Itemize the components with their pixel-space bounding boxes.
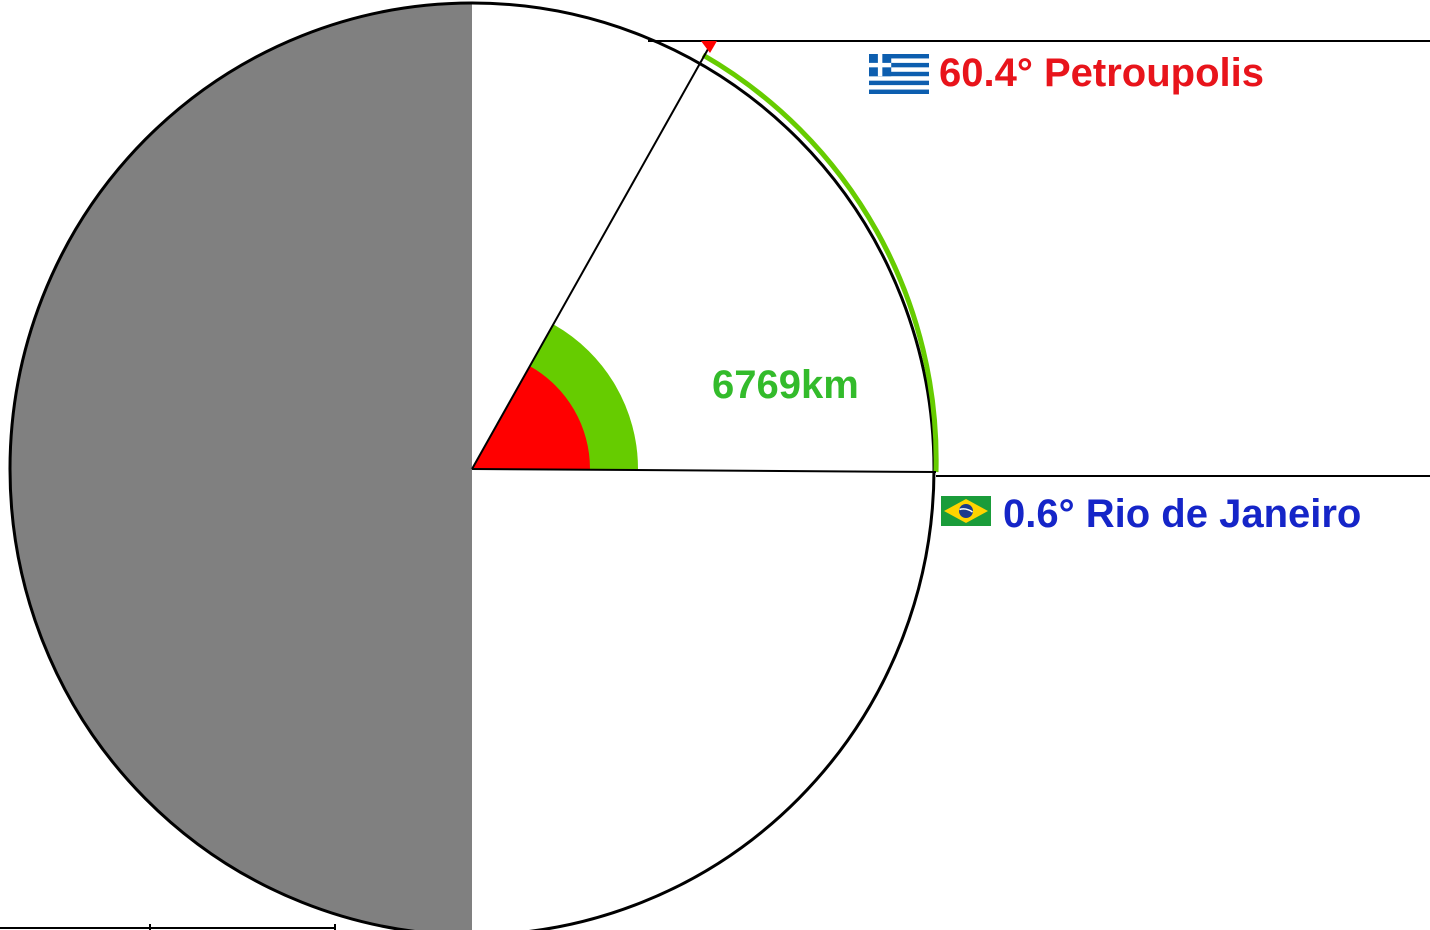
radius-line-upper <box>471 41 713 470</box>
night-side <box>10 3 472 930</box>
greece-flag-icon <box>869 54 929 94</box>
upper-city-label: 60.4° Petroupolis <box>939 53 1264 93</box>
latitude-angle-sector <box>472 366 591 469</box>
lower-city-angle: 0.6° <box>1003 492 1075 536</box>
upper-city-name: Petroupolis <box>1043 51 1265 95</box>
surface-distance-arc <box>701 52 939 473</box>
ray-angle-marker <box>701 41 717 53</box>
upper-city-angle: 60.4° <box>939 51 1033 95</box>
arc-distance-label: 6769km <box>712 363 859 407</box>
radius-line-equator <box>471 468 937 473</box>
lower-city-label: 0.6° Rio de Janeiro <box>1003 494 1361 534</box>
brazil-flag-icon <box>941 496 991 526</box>
lower-city-name: Rio de Janeiro <box>1085 492 1362 536</box>
